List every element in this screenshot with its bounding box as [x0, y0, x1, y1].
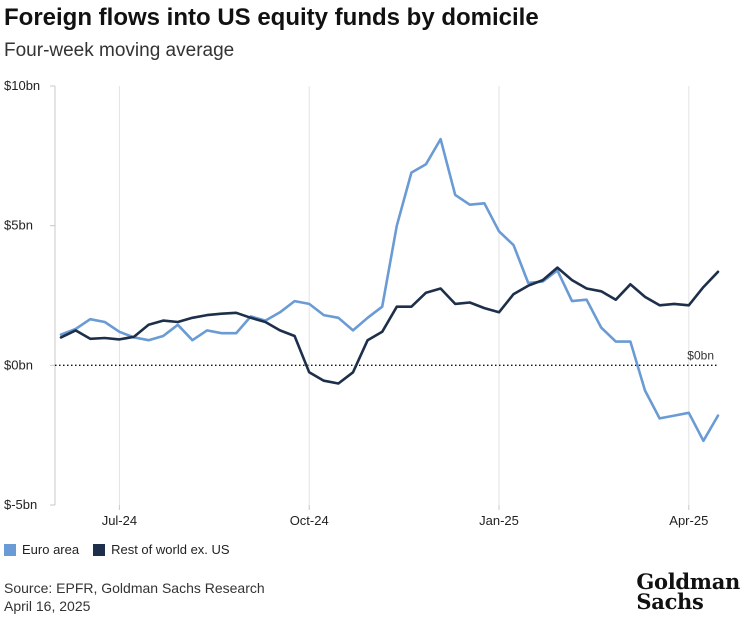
- x-tick-label: Jul-24: [102, 513, 137, 528]
- date-note: April 16, 2025: [4, 598, 91, 614]
- legend-item-euro-area: Euro area: [4, 542, 79, 557]
- zero-line-label: $0bn: [687, 348, 714, 362]
- legend-label-rest-of-world: Rest of world ex. US: [111, 542, 230, 557]
- chart-subtitle: Four-week moving average: [4, 40, 235, 61]
- x-tick-label: Oct-24: [290, 513, 329, 528]
- source-note: Source: EPFR, Goldman Sachs Research: [4, 580, 265, 596]
- legend-swatch-euro-area: [4, 543, 16, 556]
- goldman-sachs-logo: Goldman Sachs: [636, 569, 740, 614]
- x-tick-label: Apr-25: [669, 513, 708, 528]
- series-line-euro-area: [59, 137, 720, 443]
- chart-plot: $10bn $5bn $0bn $-5bn Jul-24 Oct-24 Jan-25 Apr-…: [4, 78, 720, 528]
- y-tick-label: $10bn: [4, 78, 40, 93]
- y-tick-label: $-5bn: [4, 497, 37, 512]
- x-tick-label: Jan-25: [479, 513, 519, 528]
- chart-title: Foreign flows into US equity funds by do…: [4, 4, 539, 31]
- y-tick-label: $0bn: [4, 357, 33, 372]
- chart-legend: Euro area Rest of world ex. US: [4, 542, 244, 557]
- legend-label-euro-area: Euro area: [22, 542, 80, 557]
- series-line-rest-of-world: [59, 266, 720, 385]
- legend-swatch-rest-of-world: [93, 543, 106, 556]
- legend-item-rest-of-world: Rest of world ex. US: [93, 542, 230, 557]
- y-tick-label: $5bn: [4, 218, 33, 233]
